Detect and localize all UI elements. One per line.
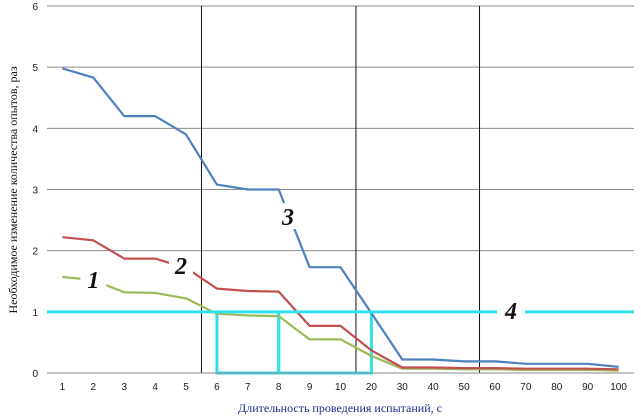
x-tick-label: 2 — [91, 382, 97, 393]
x-tick-label: 60 — [489, 382, 501, 393]
x-tick-label: 80 — [551, 382, 563, 393]
x-tick-label: 9 — [307, 382, 313, 393]
curve-label-1: 1 — [87, 268, 99, 294]
x-tick-label: 5 — [183, 382, 189, 393]
series-line-1 — [62, 275, 619, 372]
x-tick-label: 50 — [459, 382, 471, 393]
x-tick-label: 90 — [582, 382, 594, 393]
label-gap — [497, 299, 525, 323]
label-gap — [80, 268, 107, 292]
y-tick-label: 2 — [32, 247, 38, 258]
series-lines — [62, 67, 619, 372]
x-tick-label: 10 — [335, 382, 347, 393]
x-tick-label: 1 — [60, 382, 66, 393]
x-tick-label: 6 — [214, 382, 220, 393]
curve-label-3: 3 — [281, 205, 294, 231]
x-tick-label: 8 — [276, 382, 282, 393]
y-tick-labels: 0 1 2 3 4 5 6 — [32, 2, 38, 380]
x-tick-label: 4 — [152, 382, 158, 393]
x-tick-label: 30 — [397, 382, 409, 393]
y-axis-title: Необходимое изменение количества опытов,… — [6, 66, 20, 313]
x-tick-label: 40 — [428, 382, 440, 393]
x-tick-label: 7 — [245, 382, 251, 393]
x-tick-label: 3 — [121, 382, 127, 393]
y-tick-label: 5 — [32, 63, 38, 74]
curve-label-4: 4 — [504, 299, 517, 325]
x-tick-label: 100 — [610, 382, 627, 393]
x-tick-labels: 1 2 3 4 5 6 7 8 9 10 20 30 40 50 60 70 80 90 100 — [60, 382, 628, 393]
highlight-box — [277, 311, 373, 375]
label-gap — [276, 203, 300, 229]
grid-lines — [47, 5, 634, 313]
series-line-3 — [62, 67, 619, 368]
x-axis-title: Длительность проведения испытаний, с — [238, 401, 442, 415]
y-tick-label: 0 — [32, 369, 38, 380]
x-tick-label: 70 — [520, 382, 532, 393]
curve-labels: 1 2 3 4 — [80, 203, 525, 325]
x-tick-label: 20 — [366, 382, 378, 393]
y-tick-label: 3 — [32, 186, 38, 197]
series-line-2 — [62, 236, 619, 371]
y-tick-label: 1 — [32, 308, 38, 319]
curve-label-2: 2 — [174, 254, 187, 280]
label-gap — [169, 254, 193, 278]
highlight-box — [215, 311, 281, 375]
y-tick-label: 6 — [32, 2, 38, 13]
y-tick-label: 4 — [32, 124, 38, 135]
